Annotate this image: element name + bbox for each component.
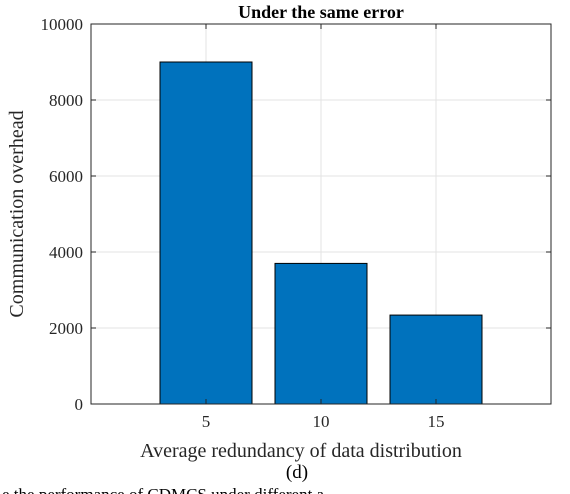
x-tick-label: 10 (313, 412, 330, 431)
y-tick-label: 2000 (49, 319, 83, 338)
x-tick-label: 15 (428, 412, 445, 431)
y-tick-label: 10000 (41, 15, 84, 34)
bar-15 (389, 314, 483, 405)
y-tick-label: 6000 (49, 167, 83, 186)
bar-5 (159, 61, 253, 405)
x-tick-label: 5 (202, 412, 211, 431)
panel-label: (d) (286, 462, 308, 483)
chart-title: Under the same error (238, 2, 404, 22)
x-axis-label: Average redundancy of data distribution (140, 440, 462, 462)
bar-10 (274, 262, 368, 405)
y-tick-label: 8000 (49, 91, 83, 110)
caption-fragment: e the performance of CDMCS under differe… (2, 485, 325, 494)
y-tick-label: 0 (75, 395, 84, 414)
y-tick-label: 4000 (49, 243, 83, 262)
bars (159, 61, 483, 405)
axis-ticks: 0 2000 4000 6000 8000 10000 5 10 15 (41, 15, 551, 431)
y-axis-label: Communication overhead (6, 110, 28, 317)
